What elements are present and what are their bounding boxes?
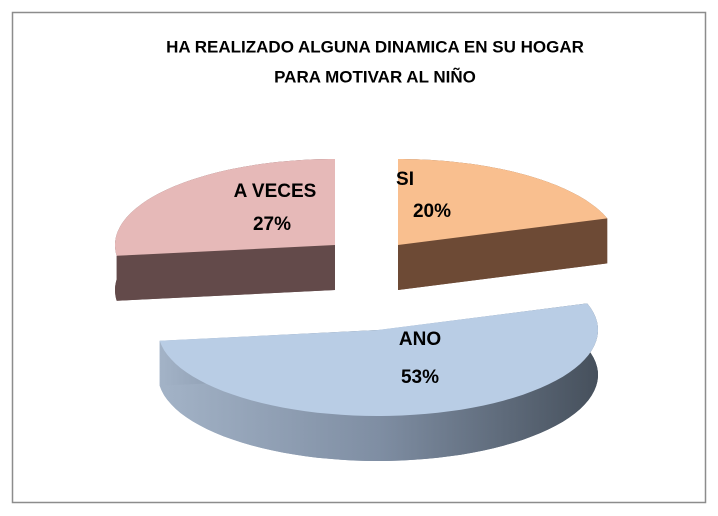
chart-title: HA REALIZADO ALGUNA DINAMICA EN SU HOGAR — [166, 37, 584, 56]
slice — [159, 303, 598, 416]
slice-label: A VECES — [234, 181, 317, 202]
slice-value-label: 20% — [413, 201, 451, 222]
slice — [115, 159, 335, 256]
slice-side — [116, 245, 335, 301]
slice-side — [398, 218, 608, 290]
slice-side — [159, 303, 598, 461]
slice-value-label: 53% — [401, 367, 439, 388]
slice-label: ANO — [399, 329, 441, 350]
slice-label: SI — [396, 169, 414, 190]
slice — [398, 159, 608, 245]
slice-value-label: 27% — [253, 214, 291, 235]
chart-title: PARA MOTIVAR AL NIÑO — [274, 66, 476, 86]
